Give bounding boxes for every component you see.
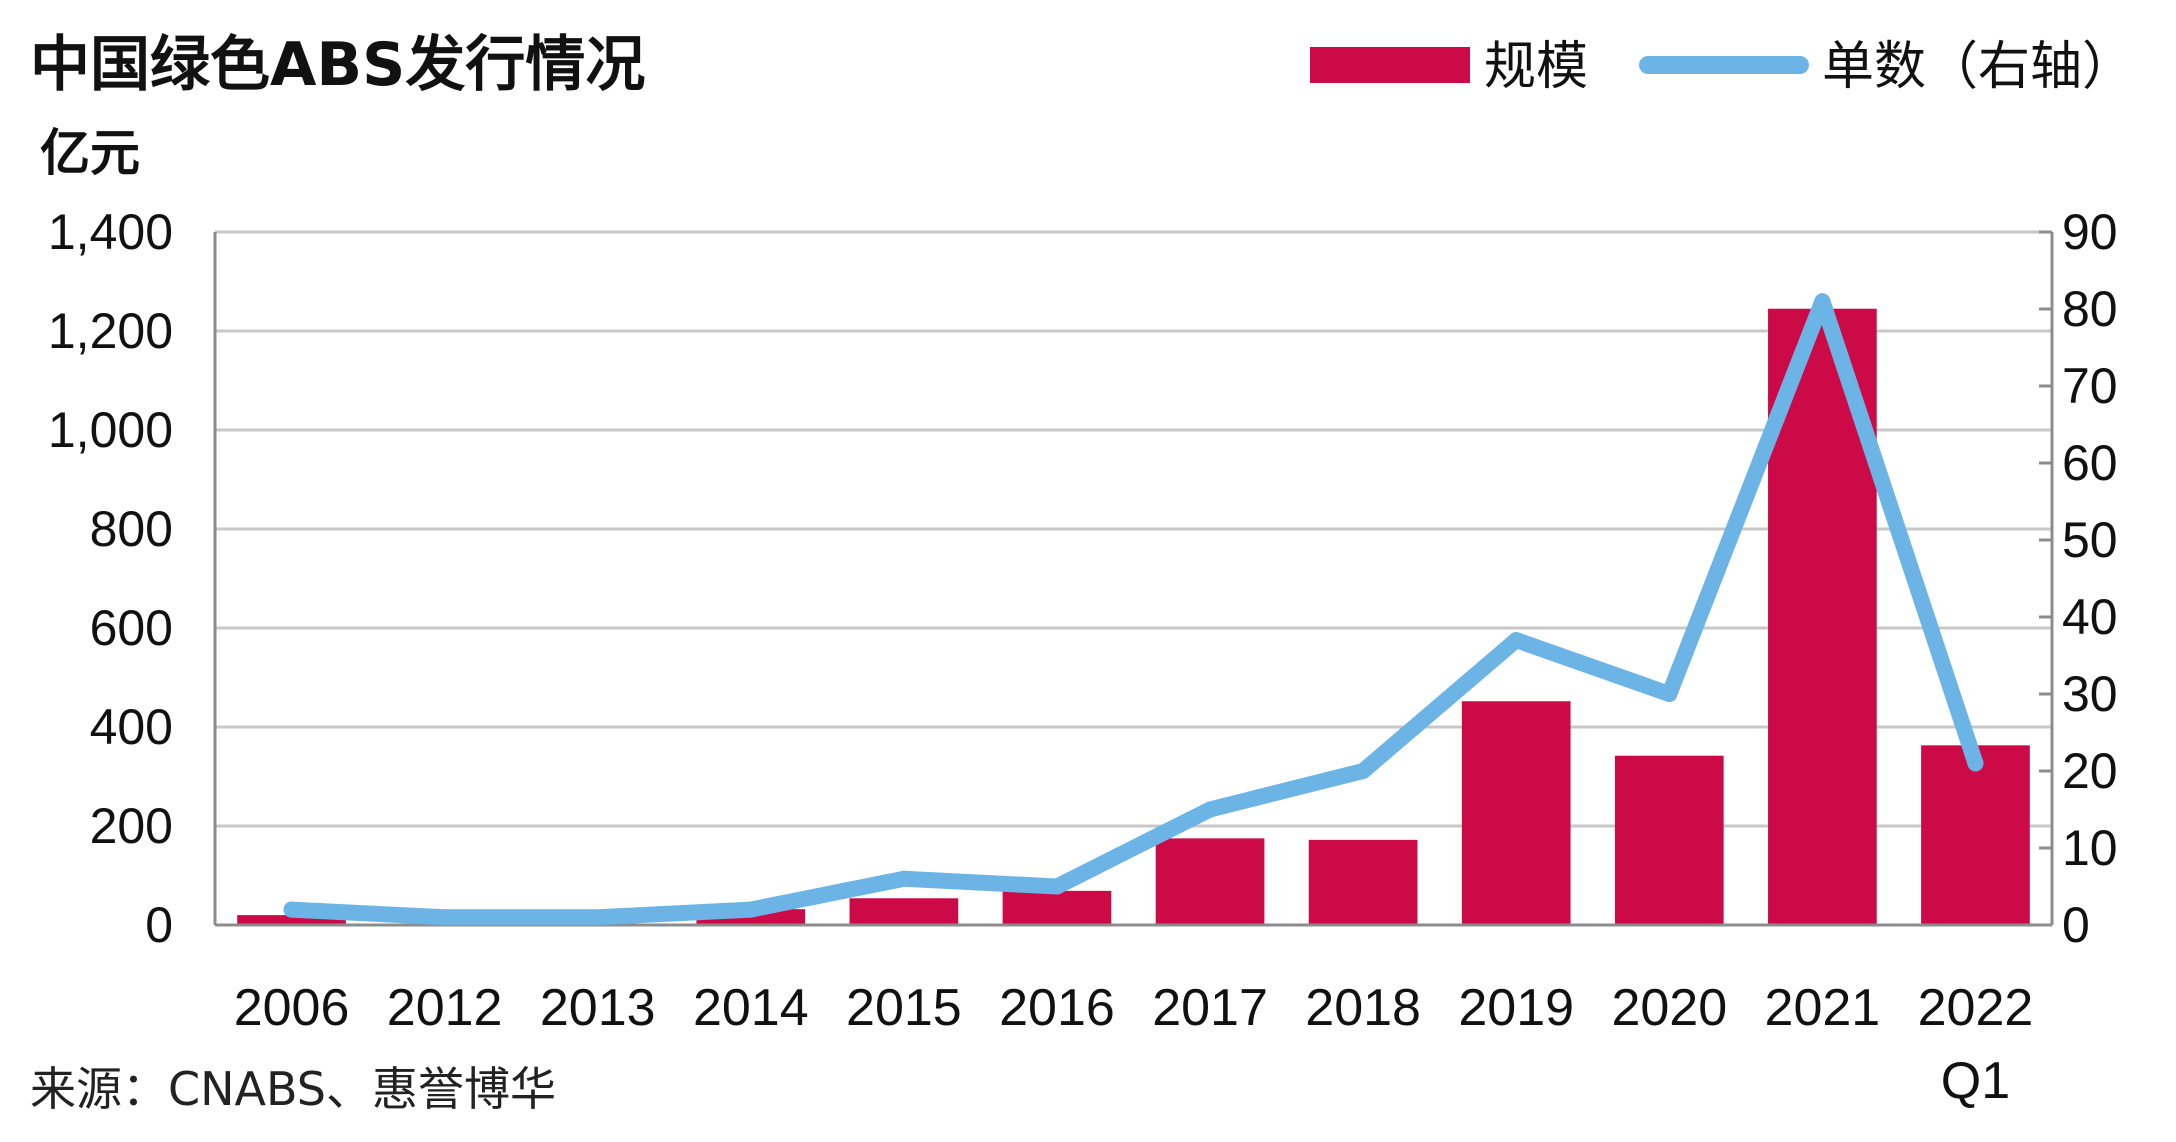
bar-2006 — [237, 915, 346, 925]
line-point-2006 — [283, 901, 300, 918]
y2-tick-label-2: 20 — [2062, 743, 2118, 799]
x-axis-ticks: 2006 2012 2013 2014 2015 2016 2017 2018 2019 2020… — [234, 979, 2034, 1110]
y2-tick-label-3: 30 — [2062, 666, 2118, 722]
y2-tick-label-8: 80 — [2062, 281, 2118, 337]
gridlines — [215, 230, 2052, 828]
line-point-2020 — [1661, 686, 1678, 702]
line-point-2019 — [1508, 632, 1525, 649]
bar-2022 — [1921, 745, 2030, 925]
legend-bar-swatch — [1310, 47, 1470, 83]
bar-2020 — [1614, 755, 1724, 925]
line-point-2022 — [1967, 755, 1984, 772]
x-tick-label-2019: 2019 — [1458, 979, 1574, 1037]
y2-tick-label-1: 10 — [2062, 820, 2118, 876]
bar-2018 — [1308, 839, 1418, 925]
x-tick-label-2020: 2020 — [1611, 979, 1727, 1037]
chart-title: 中国绿色ABS发行情况 — [30, 30, 645, 100]
line-point-2018 — [1355, 763, 1372, 779]
y-axis-unit: 亿元 — [40, 124, 140, 182]
y2-tick-label-4: 40 — [2062, 589, 2118, 645]
line-point-2014 — [742, 901, 759, 918]
line-point-2016 — [1048, 878, 1065, 895]
line-path — [283, 293, 1984, 926]
y2-tick-label-9: 90 — [2062, 204, 2118, 260]
x-tick-label-2022: 2022 — [1918, 979, 2034, 1037]
line-point-2015 — [895, 870, 912, 887]
bar-2016 — [1002, 890, 1112, 925]
line-point-2012 — [436, 909, 453, 926]
x-tick-label-2013: 2013 — [540, 979, 656, 1037]
x-tick-sublabel-2022: Q1 — [1941, 1052, 2010, 1110]
y-axis-right-ticks: 0 10 20 30 40 50 60 70 80 90 — [2062, 204, 2118, 953]
y2-tick-label-5: 50 — [2062, 512, 2118, 568]
x-tick-label-2018: 2018 — [1305, 979, 1421, 1037]
y-axis-left-ticks: 0 200 400 600 800 1,000 1,200 1,400 — [48, 204, 173, 953]
bar-2017 — [1155, 838, 1265, 925]
x-tick-label-2006: 2006 — [234, 979, 350, 1037]
line-point-2017 — [1202, 801, 1219, 818]
x-tick-label-2012: 2012 — [387, 979, 503, 1037]
x-tick-label-2015: 2015 — [846, 979, 962, 1037]
y-tick-label-6: 1,200 — [48, 303, 173, 359]
legend-bar-label: 规模 — [1484, 37, 1588, 97]
y-tick-label-2: 400 — [90, 699, 173, 755]
y-tick-label-5: 1,000 — [48, 402, 173, 458]
y2-tick-label-0: 0 — [2062, 897, 2090, 953]
source-note: 来源：CNABS、惠誉博华 — [30, 1062, 556, 1116]
legend: 规模 单数（右轴） — [1310, 37, 2134, 97]
bar-2015 — [849, 898, 959, 925]
line-point-2021 — [1814, 293, 1831, 310]
x-tick-label-2017: 2017 — [1152, 979, 1268, 1037]
y-tick-label-0: 0 — [145, 897, 173, 953]
line-series — [283, 293, 1984, 926]
x-tick-label-2016: 2016 — [999, 979, 1115, 1037]
y2-tick-label-6: 60 — [2062, 435, 2118, 491]
y-tick-label-1: 200 — [90, 798, 173, 854]
legend-line-label: 单数（右轴） — [1822, 37, 2134, 97]
bar-2019 — [1461, 701, 1571, 925]
line-point-2013 — [589, 909, 606, 926]
y2-tick-label-7: 70 — [2062, 358, 2118, 414]
x-tick-label-2021: 2021 — [1765, 979, 1881, 1037]
y-tick-label-7: 1,400 — [48, 204, 173, 260]
x-tick-label-2014: 2014 — [693, 979, 809, 1037]
bar-series — [237, 308, 2030, 926]
y-tick-label-4: 800 — [90, 501, 173, 557]
y-tick-label-3: 600 — [90, 600, 173, 656]
